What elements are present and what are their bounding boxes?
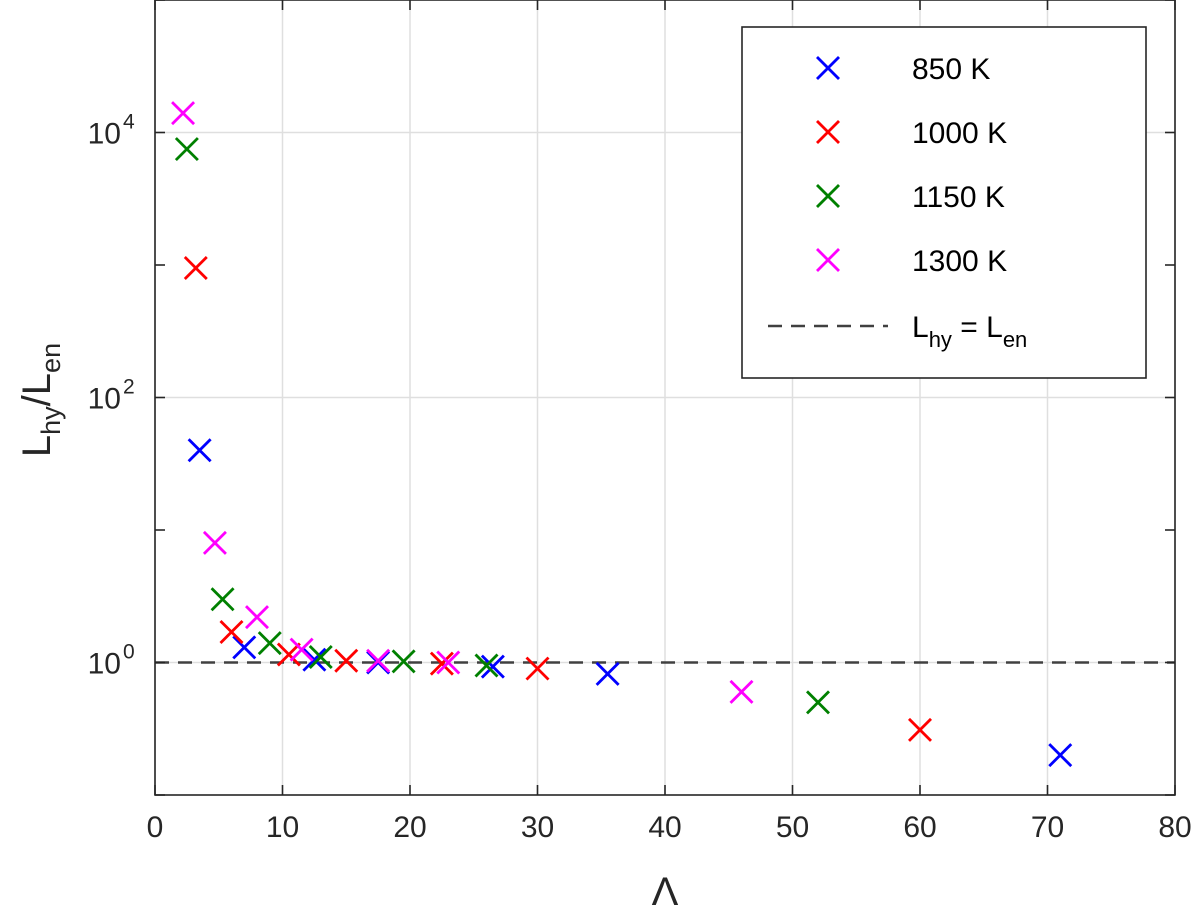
legend-label: 1000 K [912, 117, 1007, 150]
legend-reference-label: Lhy = Len [912, 311, 1027, 352]
y-axis-label-slash: /L [15, 373, 59, 406]
data-point [391, 649, 416, 674]
data-point [908, 717, 932, 742]
y-tick-label: 10 [88, 383, 121, 416]
data-point [595, 661, 620, 686]
data-point [202, 530, 227, 555]
data-point [276, 642, 301, 667]
x-tick-label: 70 [1031, 811, 1064, 844]
data-point [302, 647, 327, 672]
data-point [366, 648, 391, 673]
data-point [257, 631, 282, 656]
legend: 850 K 1000 K 1150 K 1300 K Lhy = Len [741, 26, 1147, 379]
x-axis: 0 10 20 30 40 50 60 70 80 [147, 0, 1192, 844]
x-tick-label: 80 [1158, 811, 1191, 844]
legend-ref-sub2: en [1003, 327, 1027, 352]
x-tick-label: 20 [393, 811, 426, 844]
legend-marker [816, 248, 840, 272]
legend-ref-sub1: hy [929, 327, 952, 352]
data-point [171, 101, 196, 126]
x-tick-label: 60 [903, 811, 936, 844]
data-point [525, 656, 550, 681]
y-axis-label-main: L [15, 435, 59, 457]
x-tick-label: 10 [266, 811, 299, 844]
legend-label: 1150 K [912, 181, 1005, 214]
legend-marker [816, 56, 840, 80]
legend-marker [816, 120, 840, 144]
y-tick-label: 10 [88, 648, 121, 681]
data-points [171, 101, 1073, 768]
data-point [1048, 743, 1073, 768]
y-tick-label: 10 [88, 118, 121, 151]
data-point [474, 653, 499, 678]
legend-ref-eq: = L [952, 311, 1003, 344]
data-point [187, 438, 212, 463]
data-point [245, 605, 269, 630]
data-point [429, 651, 454, 676]
y-tick-label-exponent: 0 [123, 641, 135, 664]
data-point [219, 619, 244, 644]
x-axis-label: Λ [652, 870, 679, 914]
data-point [210, 587, 235, 612]
y-tick-label-exponent: 2 [123, 376, 135, 399]
legend-ref-main: L [912, 311, 929, 344]
legend-marker [816, 184, 840, 208]
legend-box [741, 26, 1147, 379]
data-point [174, 137, 199, 162]
legend-label: 1300 K [912, 245, 1007, 278]
data-point [183, 255, 208, 280]
data-point [806, 690, 830, 715]
x-tick-label: 50 [776, 811, 809, 844]
y-axis-label: Lhy/Len [15, 343, 66, 457]
data-point [729, 679, 754, 704]
legend-label: 850 K [912, 53, 990, 86]
x-tick-label: 0 [147, 811, 164, 844]
y-axis-label-sub2: en [36, 343, 66, 373]
data-point [289, 637, 314, 662]
data-point [308, 645, 333, 670]
x-tick-label: 40 [648, 811, 681, 844]
data-point [480, 654, 505, 679]
legend-entries: 850 K 1000 K 1150 K 1300 K [816, 53, 1007, 278]
x-tick-label: 30 [521, 811, 554, 844]
y-tick-label-exponent: 4 [123, 111, 135, 134]
data-point [436, 650, 461, 675]
y-axis-label-sub1: hy [36, 406, 66, 435]
data-point [232, 635, 257, 660]
data-point [334, 648, 359, 673]
